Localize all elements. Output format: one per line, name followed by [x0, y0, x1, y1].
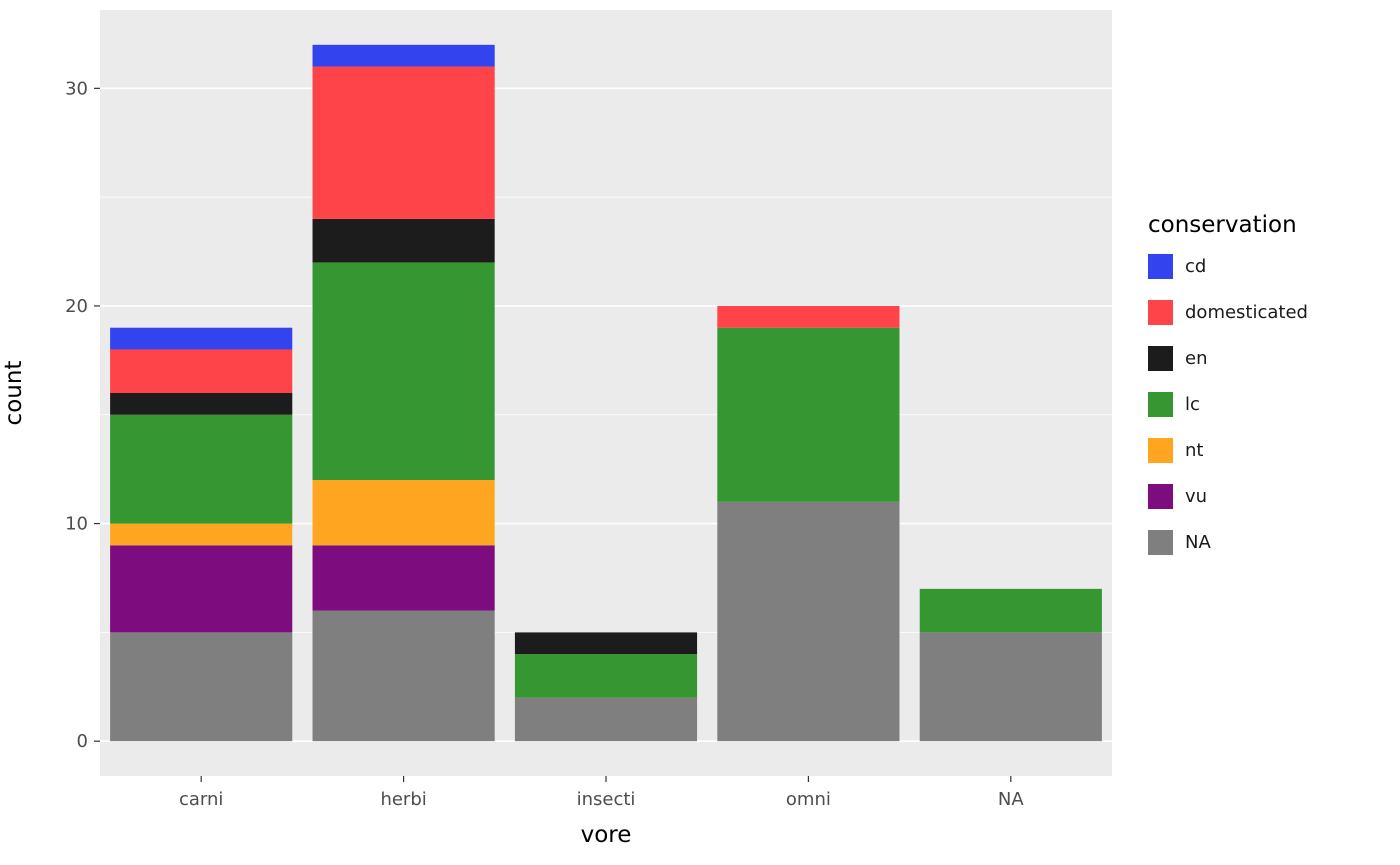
bar-segment-cd-herbi	[312, 44, 495, 67]
legend-item-na: NA	[1148, 530, 1308, 555]
legend-key-na	[1148, 530, 1173, 555]
y-tick-label: 20	[65, 296, 88, 317]
legend-key-en	[1148, 346, 1173, 371]
bar-segment-lc-omni	[717, 327, 900, 502]
y-tick-label: 10	[65, 514, 88, 535]
bar-segment-cd-carni	[110, 327, 293, 350]
legend-label: cd	[1185, 256, 1207, 277]
bar-segment-nt-herbi	[312, 480, 495, 546]
legend-key-cd	[1148, 254, 1173, 279]
y-tick-label: 30	[65, 78, 88, 99]
legend-item-domesticated: domesticated	[1148, 300, 1308, 325]
bar-segment-na-insecti	[514, 697, 698, 742]
bar-segment-na-na	[919, 632, 1102, 742]
legend: conservation cd domesticated en lc nt vu NA	[1148, 212, 1308, 576]
bar-segment-lc-insecti	[514, 654, 698, 698]
bar-segment-en-carni	[110, 393, 293, 415]
bar-segment-na-carni	[110, 632, 293, 742]
bar-segment-en-insecti	[514, 632, 698, 655]
bar-segment-vu-herbi	[312, 545, 495, 611]
bar-segment-na-herbi	[312, 610, 495, 742]
legend-label: NA	[1185, 532, 1211, 553]
bar-segment-vu-carni	[110, 545, 293, 633]
legend-item-vu: vu	[1148, 484, 1308, 509]
x-tick-label: omni	[786, 789, 831, 810]
x-tick-label: herbi	[380, 789, 426, 810]
legend-item-cd: cd	[1148, 254, 1308, 279]
x-axis-title: vore	[580, 822, 632, 848]
x-tick-label: NA	[998, 789, 1024, 810]
y-tick-label: 0	[77, 731, 88, 752]
bar-segment-en-herbi	[312, 218, 495, 263]
x-tick-label: insecti	[577, 789, 636, 810]
legend-key-domesticated	[1148, 300, 1173, 325]
legend-item-nt: nt	[1148, 438, 1308, 463]
x-tick-label: carni	[179, 789, 223, 810]
bar-segment-na-omni	[717, 501, 900, 742]
legend-key-nt	[1148, 438, 1173, 463]
legend-label: vu	[1185, 486, 1208, 507]
bar-segment-lc-herbi	[312, 262, 495, 481]
legend-key-lc	[1148, 392, 1173, 417]
legend-title: conservation	[1148, 212, 1297, 238]
bar-segment-lc-na	[919, 588, 1102, 633]
bar-segment-domesticated-omni	[717, 305, 900, 328]
legend-item-en: en	[1148, 346, 1308, 371]
legend-label: nt	[1185, 440, 1204, 461]
legend-key-vu	[1148, 484, 1173, 509]
legend-items: cd domesticated en lc nt vu NA	[1148, 254, 1308, 576]
legend-item-lc: lc	[1148, 392, 1308, 417]
bar-segment-domesticated-carni	[110, 349, 293, 393]
bar-segment-domesticated-herbi	[312, 66, 495, 219]
legend-label: lc	[1185, 394, 1200, 415]
bar-segment-nt-carni	[110, 523, 293, 546]
bar-segment-lc-carni	[110, 414, 293, 524]
legend-label: domesticated	[1185, 302, 1308, 323]
legend-label: en	[1185, 348, 1208, 369]
y-axis-title: count	[1, 360, 27, 426]
